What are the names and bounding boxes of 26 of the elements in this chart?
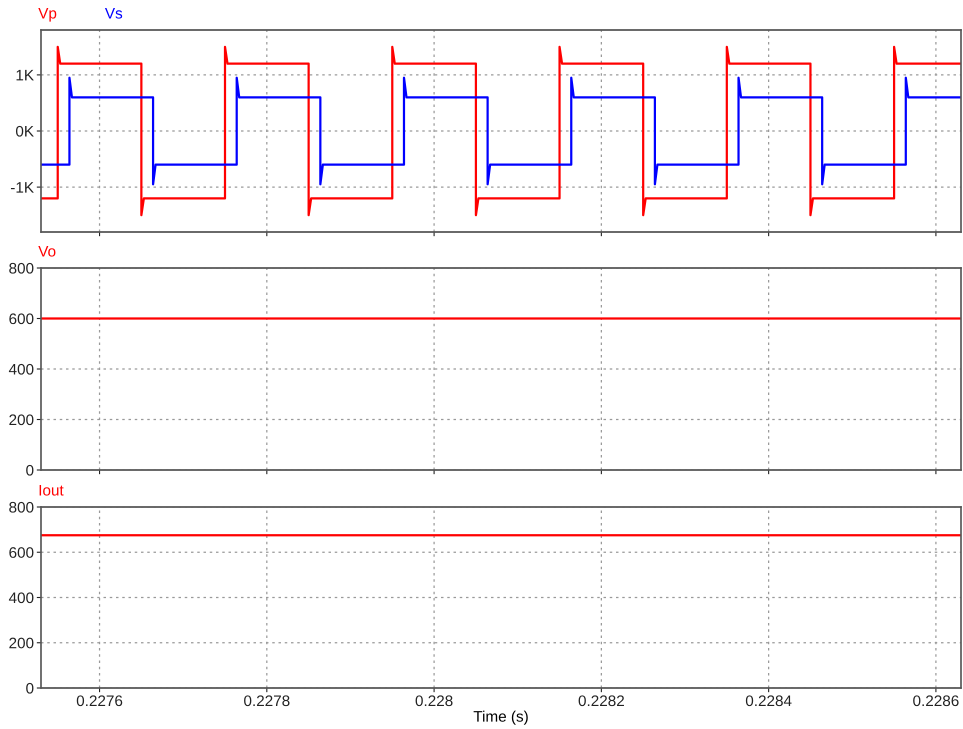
text: Vs	[104, 8, 122, 19]
x-tick-label: 0.2286	[913, 695, 959, 706]
y-tick-label: 600	[9, 547, 34, 558]
y-tick-label: 0	[26, 682, 34, 694]
y-tick-label: 0	[26, 464, 34, 476]
y-tick-label: 800	[9, 502, 34, 513]
y-tick-label: 400	[8, 364, 34, 375]
line-series	[41, 76, 961, 186]
line-series	[41, 46, 961, 216]
y-tick-label: 200	[9, 638, 34, 648]
x-tick-label: 0.2278	[244, 695, 290, 706]
y-tick-label: 400	[8, 592, 34, 604]
x-axis-title: Time (s)	[474, 710, 528, 725]
y-tick-label: 600	[9, 313, 34, 324]
text: Iout	[40, 484, 64, 496]
x-tick-label: 0.2284	[746, 695, 792, 706]
y-tick-label: -1K	[10, 182, 34, 193]
y-tick-label: 0K	[16, 126, 34, 137]
y-tick-label: 800	[9, 262, 34, 274]
x-tick-label: 0.228	[416, 695, 453, 706]
y-tick-label: 1K	[16, 70, 34, 80]
y-tick-label: 200	[9, 414, 34, 426]
x-tick-label: 0.2276	[76, 695, 122, 706]
series-label: Vp	[38, 8, 56, 22]
text: Vo	[38, 246, 56, 257]
x-tick-label: 0.2282	[578, 695, 624, 706]
